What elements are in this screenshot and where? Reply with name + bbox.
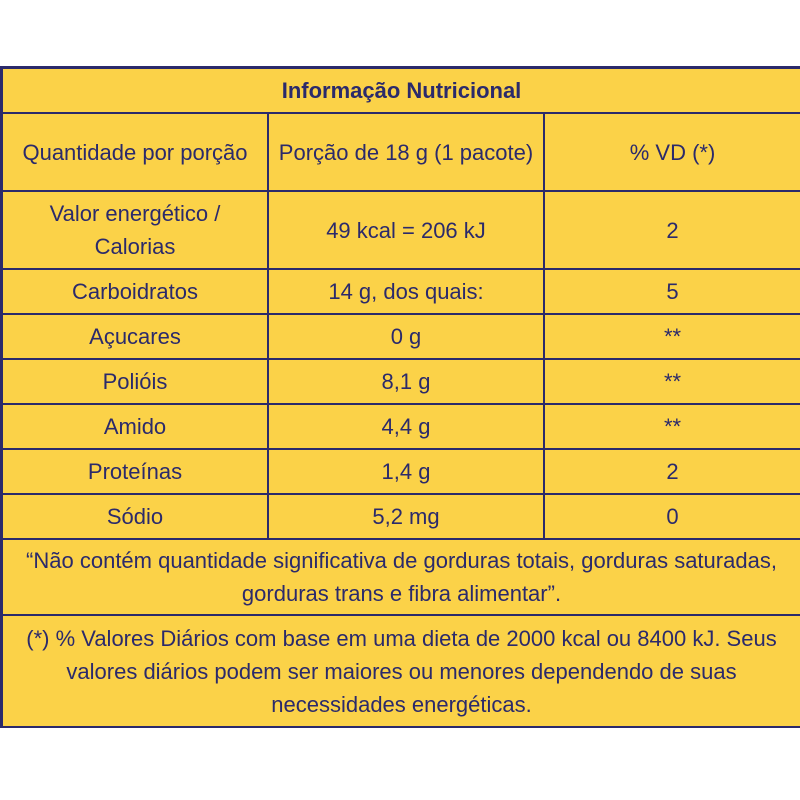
nutrient-daily-value: 5 [666,279,679,304]
nutrient-daily-value: ** [663,414,682,439]
nutrient-daily-value: ** [663,324,682,349]
table-row: Carboidratos 14 g, dos quais: 5 [3,270,800,315]
nutrient-name: Sódio [3,495,269,538]
header-portion: Porção de 18 g (1 pacote) [269,114,545,190]
nutrient-name: Carboidratos [3,270,269,313]
nutrient-name: Amido [3,405,269,448]
nutrient-amount: 14 g, dos quais: [269,270,545,313]
nutrient-daily-value: ** [663,369,682,394]
nutrient-daily-value: 2 [666,459,679,484]
nutrient-amount: 5,2 mg [269,495,545,538]
header-daily-value: % VD (*) [629,139,716,165]
table-row: Sódio 5,2 mg 0 [3,495,800,540]
table-row: Amido 4,4 g ** [3,405,800,450]
nutrient-name: Proteínas [3,450,269,493]
nutrient-amount: 49 kcal = 206 kJ [269,192,545,268]
nutrient-name: Polióis [3,360,269,403]
nutrient-daily-value: 2 [666,217,679,243]
nutrient-amount: 8,1 g [269,360,545,403]
daily-value-footnote: (*) % Valores Diários com base em uma di… [26,625,777,717]
header-quantity: Quantidade por porção [3,114,269,190]
nutrition-facts-label: Informação Nutricional Quantidade por po… [0,66,800,728]
label-title: Informação Nutricional [3,69,800,114]
nutrient-amount: 1,4 g [269,450,545,493]
nutrient-amount: 0 g [269,315,545,358]
table-row: Proteínas 1,4 g 2 [3,450,800,495]
nutrient-daily-value: 0 [666,504,679,529]
table-header-row: Quantidade por porção Porção de 18 g (1 … [3,114,800,192]
fats-disclaimer: “Não contém quantidade significativa de … [3,540,800,616]
nutrient-amount: 4,4 g [269,405,545,448]
table-row: Açucares 0 g ** [3,315,800,360]
nutrition-table: Quantidade por porção Porção de 18 g (1 … [3,114,800,540]
table-row: Valor energético / Calorias 49 kcal = 20… [3,192,800,270]
nutrient-name: Açucares [3,315,269,358]
table-row: Polióis 8,1 g ** [3,360,800,405]
nutrient-name: Valor energético / Calorias [3,192,269,268]
